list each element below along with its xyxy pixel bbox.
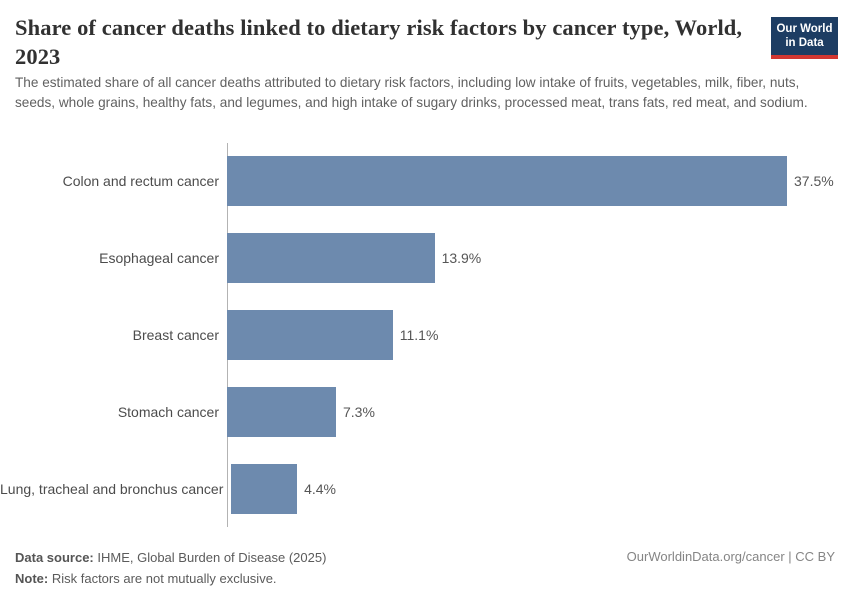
owid-logo-line1: Our World: [776, 23, 833, 35]
value-label: 13.9%: [441, 250, 482, 267]
data-source-line: Data source: IHME, Global Burden of Dise…: [15, 547, 326, 568]
value-label: 4.4%: [304, 480, 336, 497]
bar-chart: Colon and rectum cancer 37.5% Esophageal c…: [0, 143, 850, 527]
chart-footer: Data source: IHME, Global Burden of Dise…: [15, 547, 326, 589]
category-label: Lung, tracheal and bronchus cancer: [0, 480, 224, 497]
bar[interactable]: [227, 233, 435, 284]
category-label: Stomach cancer: [117, 403, 219, 420]
category-label: Colon and rectum cancer: [62, 173, 219, 190]
bar-row: Colon and rectum cancer 37.5%: [0, 143, 850, 220]
bar-row: Esophageal cancer 13.9%: [0, 220, 850, 297]
bar-row: Stomach cancer 7.3%: [0, 373, 850, 450]
data-source-label: Data source:: [15, 550, 94, 565]
owid-logo[interactable]: Our World in Data: [771, 17, 838, 59]
bar[interactable]: [231, 463, 298, 514]
note-label: Note:: [15, 571, 49, 586]
bar[interactable]: [227, 156, 787, 207]
note-line: Note: Risk factors are not mutually excl…: [15, 568, 326, 589]
category-label: Breast cancer: [132, 326, 219, 343]
attribution-link[interactable]: OurWorldinData.org/cancer | CC BY: [626, 549, 835, 564]
chart-subtitle: The estimated share of all cancer deaths…: [15, 75, 808, 110]
chart-title: Share of cancer deaths linked to dietary…: [15, 15, 743, 69]
value-label: 7.3%: [343, 403, 375, 420]
bar-row: Breast cancer 11.1%: [0, 297, 850, 374]
bar[interactable]: [227, 309, 393, 360]
value-label: 37.5%: [794, 173, 834, 190]
bar[interactable]: [227, 386, 336, 437]
owid-logo-line2: in Data: [785, 36, 824, 49]
note-value: Risk factors are not mutually exclusive.: [51, 571, 277, 586]
value-label: 11.1%: [399, 326, 439, 343]
data-source-value: IHME, Global Burden of Disease (2025): [97, 550, 327, 565]
bar-row: Lung, tracheal and bronchus cancer 4.4%: [0, 450, 850, 527]
category-label: Esophageal cancer: [99, 250, 219, 267]
bars-area: Colon and rectum cancer 37.5% Esophageal c…: [0, 143, 850, 527]
